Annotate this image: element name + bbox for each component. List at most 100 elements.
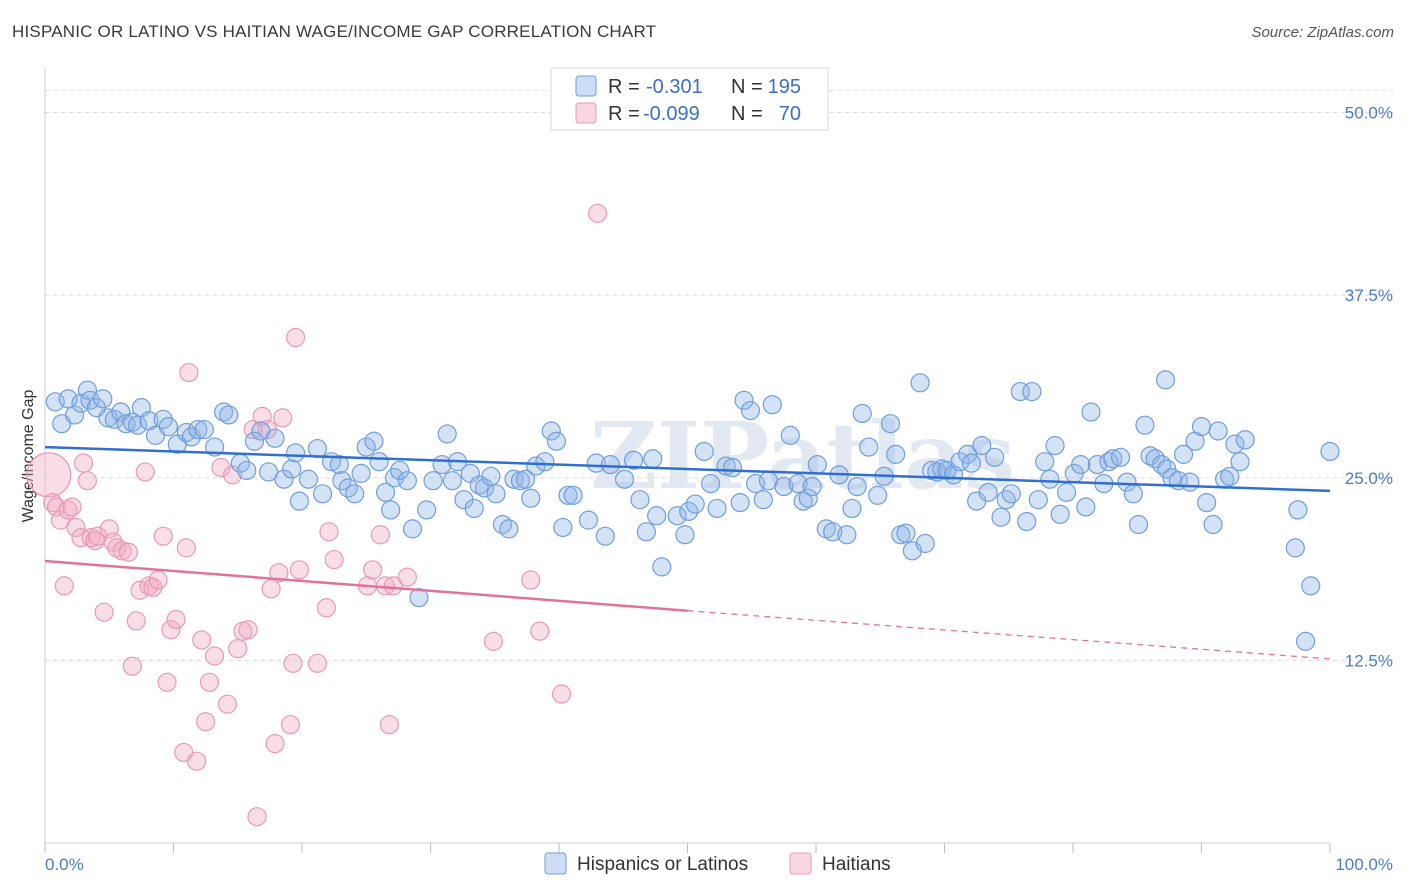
haitian-point [273,408,293,428]
y-axis-tick-labels: 12.5% 25.0% 37.5% 50.0% [1345,104,1393,671]
hispanic-point [978,482,998,502]
hispanic-point [996,490,1016,510]
hispanic-point [643,449,663,469]
hispanic-point [1155,370,1176,390]
haitian-point [166,609,186,630]
hispanic-point [282,459,302,479]
hispanic-point [351,463,371,483]
hispanic-point [332,471,352,491]
hispanic-point [852,403,872,424]
hispanic-point [1001,484,1021,504]
hispanic-point [526,456,546,476]
haitian-point [289,560,310,580]
hispanic-point [595,526,615,546]
hispanic-point [740,400,761,421]
haitian-point [192,630,212,650]
hispanic-point [558,485,578,505]
haitian-point [247,807,267,827]
hispanic-point [842,498,862,519]
legend-r-value-blue: -0.301 [646,76,703,98]
haitian-point [587,203,608,223]
hispanic-point [707,498,727,519]
haitian-point [107,538,127,558]
legend-n-label-blue: N = [731,76,763,98]
y-tick-label-12.5: 12.5% [1345,651,1393,670]
hispanic-point [93,389,113,409]
hispanic-point [910,373,930,393]
hispanic-point [847,476,867,497]
hispanic-point [535,452,555,472]
haitian-point [261,579,281,599]
hispanic-trend-line [44,445,1331,493]
hispanic-point [630,490,650,510]
legend-swatch-blue [575,75,597,97]
hispanic-point [623,450,644,470]
haitian-point [71,528,91,548]
hispanic-point [442,471,462,491]
bottom-legend-label-blue: Hispanics or Latinos [577,854,748,875]
hispanic-point [364,431,384,451]
hispanic-point [647,506,667,526]
hispanic-point [546,431,567,451]
hispanic-point [1208,421,1228,441]
hispanic-point [194,419,214,440]
hispanic-point [868,485,888,505]
hispanic-point [1203,514,1223,535]
hispanic-point [774,476,794,497]
x-axis-ticks [44,843,1331,853]
hispanic-point [694,441,714,462]
hispanic-point [1230,452,1250,472]
haitian-point [551,684,572,704]
trend-lines [44,445,1331,660]
bottom-legend-swatch-blue [544,852,567,875]
haitian-point [521,570,541,590]
hispanic-point [896,523,916,543]
hispanic-point [474,478,495,498]
hispanic-point [417,500,437,520]
haitian-point [118,542,139,562]
haitian-point [319,522,339,542]
hispanic-point [219,405,239,425]
hispanic-point [345,484,365,504]
haitian-point [112,541,132,561]
haitian-point [283,653,303,673]
hispanic-point [837,525,857,545]
hispanic-point [679,501,699,521]
hispanic-point [685,494,705,514]
hispanic-point [652,557,672,577]
haitian-point [228,639,248,659]
hispanic-point [1040,469,1060,489]
hispanic-point [1056,482,1077,502]
hispanic-point [285,443,306,463]
hispanic-point [600,455,621,475]
hispanic-point [64,405,85,425]
hispanic-point [553,517,573,538]
haitian-point [530,621,550,641]
hispanic-point [915,533,935,554]
hispanic-point [807,455,827,475]
hispanic-point [1301,576,1321,596]
hispanic-point [722,457,743,478]
haitian-point [77,471,98,491]
source-credit: Source: ZipAtlas.com [1251,24,1394,41]
hispanic-point [402,519,423,539]
hispanic-point [1191,417,1212,437]
hispanic-point [1295,631,1316,651]
haitian-point [126,611,146,631]
legend-n-value-blue: 195 [768,76,801,98]
haitian-point [483,631,504,651]
hispanic-point [214,402,234,422]
hispanic-point [823,522,843,542]
hispanic-point [586,453,606,473]
haitian-point [161,620,181,640]
y-tick-label-25: 25.0% [1345,469,1393,488]
haitian-point [379,715,399,735]
hispanic-point [991,507,1011,527]
hispanic-point [464,498,484,519]
hispanic-point [298,469,319,489]
hispanic-point [1180,472,1200,492]
hispanic-point [1197,492,1217,513]
hispanic-point [793,491,813,511]
hispanic-point [521,488,541,508]
